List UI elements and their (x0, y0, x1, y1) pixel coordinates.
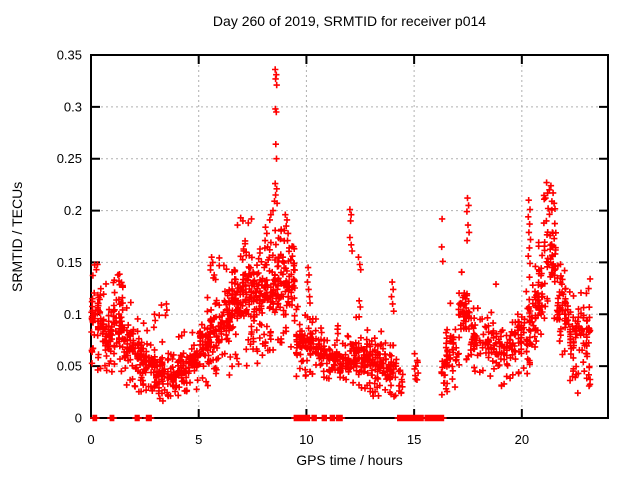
plot-border (90, 54, 609, 419)
x-tick-label: 15 (407, 432, 421, 447)
x-tick-label: 20 (515, 432, 529, 447)
y-tick-label: 0 (75, 411, 82, 426)
y-tick-label: 0.35 (57, 48, 82, 63)
y-tick-label: 0.25 (57, 151, 82, 166)
y-tick-label: 0.2 (64, 203, 82, 218)
x-tick-label: 5 (195, 432, 202, 447)
scatter-points (88, 66, 594, 422)
y-tick-label: 0.15 (57, 255, 82, 270)
x-tick-label: 10 (299, 432, 313, 447)
grid-lines (91, 54, 608, 418)
y-tick-label: 0.3 (64, 99, 82, 114)
x-tick-label: 0 (87, 432, 94, 447)
x-axis-label: GPS time / hours (296, 452, 403, 468)
y-tick-label: 0.05 (57, 359, 82, 374)
y-tick-label: 0.1 (64, 307, 82, 322)
chart-title: Day 260 of 2019, SRMTID for receiver p01… (212, 13, 487, 29)
